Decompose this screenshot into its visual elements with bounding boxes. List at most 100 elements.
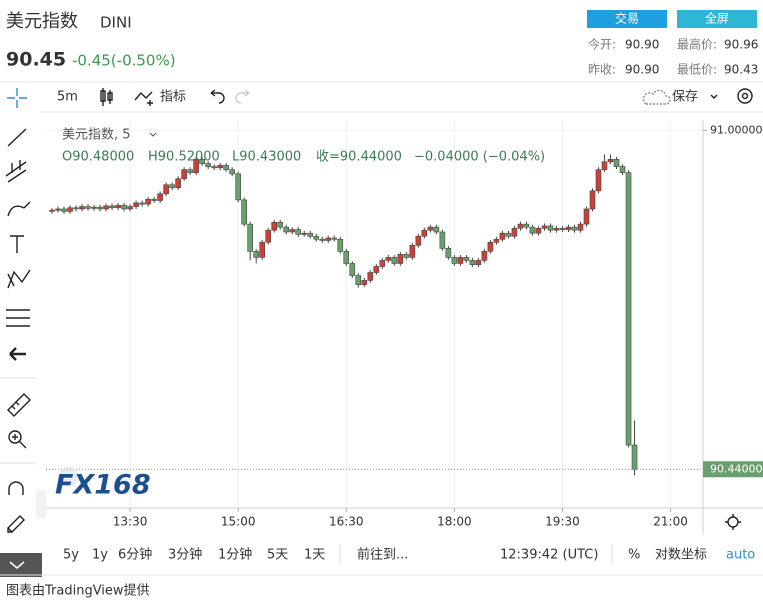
candle-body [361,280,368,285]
candle-body [511,228,518,237]
candle-type-icon[interactable] [100,88,113,106]
candle-body [247,223,253,252]
legend-close: 收=90.44000 [316,150,402,165]
candle-body [583,208,590,225]
candle-body [79,206,85,210]
candle-body [331,237,338,240]
candle-body [223,165,229,170]
candle-body [541,225,548,229]
goto-date[interactable]: 前往到... [357,547,408,563]
range-button[interactable]: 1天 [304,548,325,563]
stat-value: 90.90 [625,38,659,52]
redo[interactable] [235,89,250,104]
range-button[interactable]: 1y [92,548,108,563]
fullscreen-button[interactable] [677,10,757,28]
candle-body [265,229,272,243]
candle-body [115,205,121,209]
x-tick-label: 19:30 [545,515,580,529]
undo[interactable] [210,89,225,104]
candle-body [439,231,446,249]
candle-body [337,238,344,252]
interval[interactable]: 5m [57,90,78,105]
candle-body [631,444,638,470]
save[interactable]: 保存 [672,90,698,105]
stat-value: 90.43 [724,63,758,77]
log-scale[interactable]: 对数坐标 [655,548,707,563]
range-button[interactable]: 1分钟 [218,547,252,563]
trade-button-label[interactable]: 交易 [615,11,639,26]
candle-body [415,235,422,246]
settings[interactable] [737,88,753,104]
candle-body [301,232,308,235]
candle-body [427,226,434,231]
candle-body [589,190,596,210]
legend-change: −0.04000 (−0.04%) [414,150,545,165]
candle-body [319,238,326,241]
candle-body [67,207,73,212]
candle-body [91,206,97,209]
candle-body [241,199,247,225]
candle-body [409,244,416,258]
candle-body [463,257,470,261]
footer: 图表由TradingView提供 [6,583,150,599]
candle-body [151,198,157,201]
range-button[interactable]: 5y [63,548,79,563]
save-menu[interactable] [710,94,718,99]
watermark: FX168 [55,470,151,501]
legend-high: H90.52000 [148,150,220,165]
x-tick-label: 18:00 [437,515,472,529]
indicators[interactable]: 指标 [160,90,186,105]
candle-body [289,229,296,233]
drawing-tools[interactable] [5,128,31,533]
legend-menu[interactable] [149,132,157,137]
toolbar-more-icon[interactable] [9,561,25,569]
candle-body [403,254,410,258]
candle-body [625,172,632,446]
candle-body [307,232,314,237]
range-button[interactable]: 6分钟 [118,547,152,563]
crosshair-tool[interactable] [7,88,27,108]
indicators-icon[interactable] [134,91,153,106]
candle-body [499,232,506,240]
candle-body [613,159,620,167]
auto-scale[interactable]: auto [726,548,755,563]
candle-body [577,223,584,231]
last-price-tag [703,461,763,478]
candle-body [325,237,332,241]
candle-body [595,169,602,192]
axis-settings[interactable] [725,514,741,530]
candle-body [445,248,452,258]
candle-body [451,257,458,264]
candle-body [523,223,530,228]
candle-body [547,225,554,231]
legend-low: L90.43000 [232,150,301,165]
last-price-label: 90.44000 [710,462,763,475]
candle-body [367,272,374,281]
candle-body [85,206,91,209]
candle-body [391,257,398,264]
legend-title: 美元指数, 5 [62,128,131,143]
candle-body [475,260,482,265]
candle-body [397,254,404,264]
candle-body [103,205,109,210]
candle-body [469,260,476,265]
fullscreen-button-label[interactable]: 全屏 [705,11,729,26]
candle-body [199,159,205,164]
clock: 12:39:42 (UTC) [500,548,598,563]
candle-body [601,161,608,170]
symbol-code: DINI [100,14,132,32]
stat-value: 90.90 [625,63,659,77]
candle-body [205,163,211,167]
range-button[interactable]: 3分钟 [168,547,202,563]
cloud-icon[interactable] [642,89,671,105]
candle-body [487,241,494,252]
stat-label: 最高价: [677,37,717,52]
candle-body [349,263,356,276]
candle-body [139,202,145,205]
range-button[interactable]: 5天 [267,548,288,563]
candle-body [481,251,488,261]
collapse-toolbar[interactable] [36,490,46,518]
candle-body [283,226,290,233]
trade-button[interactable] [587,10,667,28]
percent-scale[interactable]: % [628,548,640,563]
